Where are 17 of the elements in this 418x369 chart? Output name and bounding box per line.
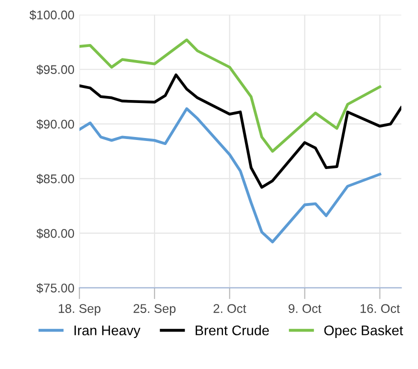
y-tick-label: $80.00 bbox=[36, 228, 74, 239]
legend-label: Iran Heavy bbox=[74, 326, 140, 338]
x-tick-label: 2. Oct bbox=[214, 304, 246, 313]
x-tick-label: 9. Oct bbox=[288, 304, 322, 313]
line-series bbox=[79, 38, 382, 153]
x-tick-label: 16. Oct bbox=[360, 304, 400, 313]
line-series bbox=[79, 107, 382, 244]
y-tick-label: $90.00 bbox=[36, 119, 74, 130]
legend-label: Opec Basket bbox=[324, 325, 404, 338]
x-tick-label: 18. Sep bbox=[58, 304, 100, 316]
y-tick-label: $95.00 bbox=[36, 64, 74, 75]
y-tick-label: $100.00 bbox=[30, 10, 74, 20]
y-tick-label: $75.00 bbox=[36, 283, 74, 294]
x-tick-label: 25. Sep bbox=[134, 304, 176, 316]
legend-label: Brent Crude bbox=[196, 325, 269, 336]
y-tick-label: $85.00 bbox=[36, 174, 74, 184]
line-series bbox=[79, 73, 402, 189]
